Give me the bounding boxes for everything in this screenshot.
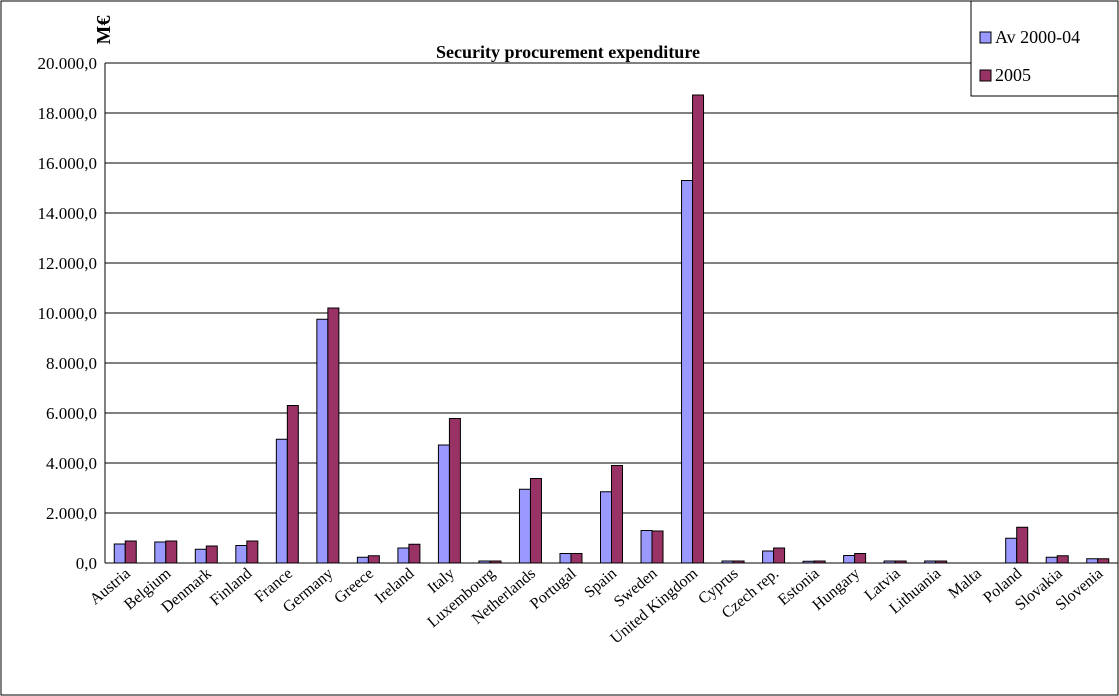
bar xyxy=(124,540,137,564)
y-tick-label: 8.000,0 xyxy=(46,354,97,373)
bar xyxy=(843,555,856,564)
bar xyxy=(640,530,653,564)
bar xyxy=(316,318,329,564)
bar xyxy=(194,548,207,564)
bar xyxy=(397,547,410,564)
bar xyxy=(773,547,786,564)
bar xyxy=(113,543,126,564)
bar xyxy=(275,438,288,564)
bar xyxy=(651,530,664,564)
bar xyxy=(448,418,461,564)
bar xyxy=(1056,555,1069,564)
legend: Av 2000-04 2005 xyxy=(970,0,1119,97)
bar xyxy=(165,540,178,564)
legend-box xyxy=(970,0,1119,97)
y-tick-label: 4.000,0 xyxy=(46,454,97,473)
y-tick-label: 20.000,0 xyxy=(38,54,98,73)
y-tick-label: 2.000,0 xyxy=(46,504,97,523)
bar xyxy=(1097,558,1110,564)
legend-swatch-av-2000-04 xyxy=(979,31,992,44)
legend-label-av-2000-04: Av 2000-04 xyxy=(995,27,1080,47)
bar xyxy=(1016,526,1029,564)
bar xyxy=(205,545,218,564)
bar xyxy=(529,478,542,564)
bar xyxy=(559,553,572,564)
bars-group xyxy=(113,94,1110,564)
bar xyxy=(367,555,380,564)
gridlines xyxy=(105,62,1118,514)
y-tick-label: 6.000,0 xyxy=(46,404,97,423)
bar xyxy=(600,491,612,564)
bar xyxy=(1045,556,1058,564)
bar xyxy=(154,541,167,564)
bar xyxy=(611,465,623,564)
axes xyxy=(104,63,1118,564)
bar xyxy=(762,550,775,564)
y-tick-label: 12.000,0 xyxy=(38,254,98,273)
bar xyxy=(327,307,340,564)
chart-title: Security procurement expenditure xyxy=(436,42,700,62)
bar xyxy=(681,180,694,564)
bar xyxy=(570,553,583,564)
bar xyxy=(356,556,369,564)
bar xyxy=(286,405,299,564)
y-tick-label: 10.000,0 xyxy=(38,304,98,323)
y-tick-label: 0,0 xyxy=(76,554,97,573)
bar xyxy=(518,488,531,564)
y-tick-labels: 0,0 2.000,0 4.000,0 6.000,0 8.000,0 10.000,0 1… xyxy=(38,54,98,573)
bar xyxy=(235,545,248,564)
y-axis-label: M€ xyxy=(93,16,115,45)
bar xyxy=(1005,537,1018,564)
bar xyxy=(1086,558,1099,564)
bar xyxy=(692,94,705,564)
y-tick-label: 18.000,0 xyxy=(38,104,98,123)
y-tick-label: 14.000,0 xyxy=(38,204,98,223)
bar xyxy=(854,553,867,564)
bar xyxy=(408,543,421,564)
bar xyxy=(246,540,259,564)
legend-swatch-2005 xyxy=(979,69,992,82)
y-tick-label: 16.000,0 xyxy=(38,154,98,173)
bar xyxy=(437,444,450,564)
legend-label-2005: 2005 xyxy=(995,65,1031,85)
